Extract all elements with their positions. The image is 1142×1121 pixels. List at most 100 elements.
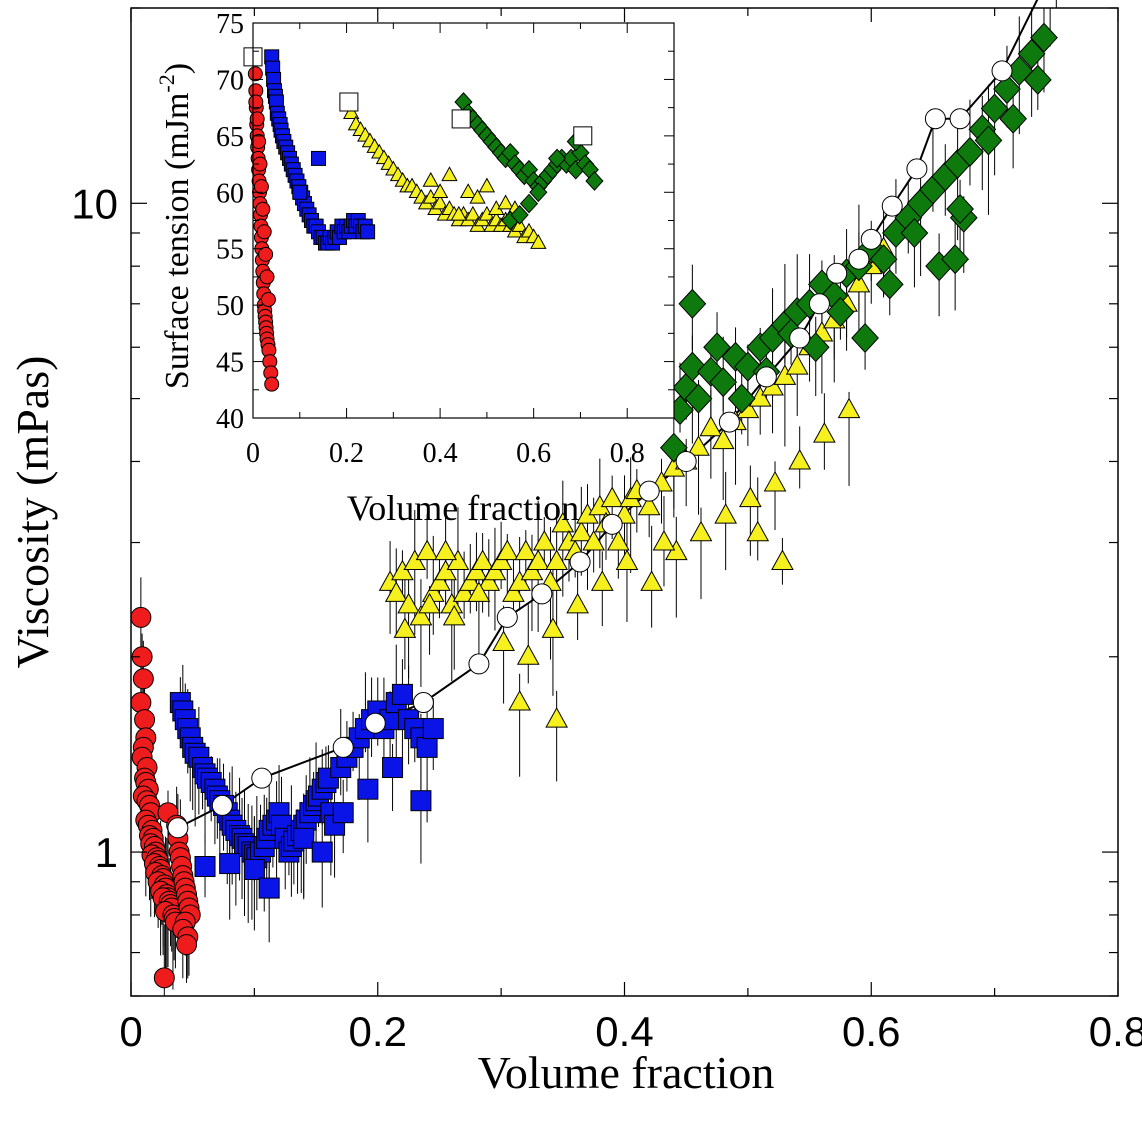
inset-y-tick-label: 40 [216, 404, 244, 435]
inset-data-point-circle [258, 246, 274, 262]
data-point-circle [176, 934, 198, 956]
x-tick-label: 0.4 [595, 1008, 653, 1055]
data-point-circle-open [211, 794, 233, 816]
data-point-triangle [508, 570, 531, 591]
inset-data-points [243, 47, 604, 392]
inset-x-tick-label: 0.6 [516, 438, 551, 469]
inset-chart: 0 0.2 0.4 0.6 0.8 40 45 50 55 60 65 70 75 Volume fr… [154, 9, 675, 528]
main-x-axis-label: Volume fraction [478, 1047, 775, 1098]
data-point-triangle [637, 494, 661, 516]
data-point-triangle [582, 529, 606, 551]
inset-data-point-square [360, 224, 376, 240]
y-tick-label: 10 [71, 180, 118, 227]
data-point-diamond [1023, 64, 1052, 95]
x-tick-label: 0 [119, 1008, 142, 1055]
data-point-triangle [541, 617, 565, 638]
data-point-triangle [545, 549, 568, 570]
data-point-diamond [956, 136, 984, 167]
data-point-square [293, 827, 315, 849]
data-point-triangle [502, 581, 525, 602]
data-point-diamond [696, 356, 725, 387]
data-point-circle-open [789, 327, 811, 349]
data-point-triangle [569, 520, 593, 542]
inset-y-tick-labels: 40 45 50 55 60 65 70 75 [216, 9, 244, 435]
data-point-circle-open [949, 108, 971, 130]
inset-data-point-circle [255, 201, 271, 217]
data-point-diamond [709, 367, 738, 398]
data-point-diamond [869, 244, 898, 275]
data-point-diamond [999, 103, 1028, 134]
main-axis-ticks [130, 7, 1119, 997]
inset-data-point-circle [253, 179, 269, 195]
data-point-square [258, 877, 280, 899]
inset-data-point-circle [247, 66, 263, 82]
data-point-triangle [397, 592, 420, 614]
y-tick-label: 1 [95, 829, 118, 876]
data-point-triangle [771, 549, 794, 570]
data-point-circle-open [638, 480, 660, 502]
data-point-triangle [746, 520, 770, 542]
data-point-circle [134, 709, 156, 731]
data-point-triangle [652, 529, 676, 551]
data-point-circle-open [848, 248, 870, 270]
data-point-square [391, 683, 413, 705]
data-point-triangle [516, 644, 540, 665]
data-point-square [219, 853, 241, 875]
inset-data-point-circle [249, 111, 265, 127]
data-point-triangle [514, 539, 538, 561]
data-point-triangle [590, 570, 614, 591]
data-point-triangle [508, 690, 531, 711]
data-point-triangle [477, 570, 501, 591]
inset-data-point-triangle [497, 194, 514, 210]
inset-data-point-triangle [511, 217, 528, 232]
data-point-triangle [409, 604, 433, 626]
data-point-circle-open [675, 450, 697, 472]
inset-data-point-diamond [547, 148, 567, 169]
data-point-circle [130, 692, 152, 714]
inset-x-tick-label: 0.2 [329, 438, 364, 469]
data-point-triangle [785, 354, 809, 375]
inset-data-point-circle [260, 292, 276, 307]
data-point-circle-open [881, 195, 903, 217]
data-point-diamond [875, 269, 904, 300]
inset-data-point-square-open [339, 92, 359, 112]
data-point-triangle [551, 511, 575, 533]
x-tick-label: 0.2 [349, 1008, 407, 1055]
data-point-triangle [773, 364, 797, 385]
data-point-triangle [393, 617, 417, 638]
data-point-square [194, 856, 216, 878]
data-point-triangle [434, 559, 457, 581]
data-point-triangle [467, 581, 491, 602]
data-point-diamond [721, 341, 750, 372]
inset-data-point-square [292, 184, 308, 200]
data-point-circle-open [601, 513, 623, 535]
data-point-circle-open [412, 692, 434, 714]
data-point-circle-open [924, 108, 946, 130]
data-point-square [422, 718, 444, 740]
inset-data-point-triangle [422, 171, 439, 187]
data-point-diamond [684, 383, 713, 414]
data-point-circle-open [718, 411, 740, 433]
data-point-square [357, 778, 379, 800]
data-point-triangle [813, 422, 836, 443]
inset-x-tick-label: 0.4 [423, 438, 458, 469]
inset-y-tick-label: 55 [216, 235, 244, 266]
data-point-circle-open [531, 583, 553, 605]
data-point-diamond [900, 217, 929, 249]
data-point-triangle [428, 570, 451, 591]
data-point-triangle [687, 435, 710, 456]
inset-data-point-triangle [343, 104, 360, 120]
data-point-square [332, 802, 354, 824]
inset-data-point-circle [264, 376, 280, 392]
data-point-square [382, 757, 404, 779]
inset-x-tick-label: 0.8 [610, 438, 645, 469]
data-point-circle-open [468, 653, 490, 675]
x-tick-label: 0.6 [842, 1008, 900, 1055]
data-point-triangle [495, 539, 519, 561]
inset-data-point-square-open [573, 126, 593, 146]
data-point-triangle [545, 707, 568, 728]
main-y-axis-label: Viscosity (mPas) [7, 356, 58, 669]
data-point-circle-open [496, 606, 518, 628]
data-point-triangle [418, 592, 441, 614]
data-point-triangle [699, 415, 723, 437]
